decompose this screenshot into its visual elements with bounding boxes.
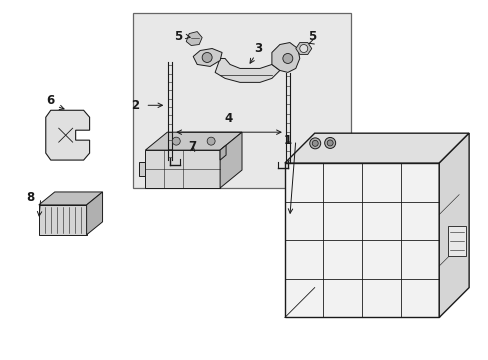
Polygon shape: [438, 133, 468, 318]
Polygon shape: [193, 49, 222, 67]
Text: 2: 2: [131, 99, 139, 112]
Polygon shape: [215, 58, 279, 82]
Polygon shape: [295, 42, 311, 54]
Bar: [447, 226, 465, 256]
Polygon shape: [285, 163, 438, 318]
Text: 7: 7: [188, 140, 196, 153]
Circle shape: [202, 53, 212, 62]
Polygon shape: [39, 192, 102, 205]
Polygon shape: [86, 192, 102, 235]
Polygon shape: [186, 32, 202, 45]
Polygon shape: [220, 145, 225, 160]
Circle shape: [172, 137, 180, 145]
Polygon shape: [139, 162, 145, 176]
Polygon shape: [220, 132, 242, 188]
Text: 8: 8: [27, 192, 35, 204]
Polygon shape: [145, 132, 242, 150]
Polygon shape: [39, 205, 86, 235]
Circle shape: [312, 140, 318, 146]
Polygon shape: [271, 42, 299, 72]
Circle shape: [324, 138, 335, 148]
Text: 6: 6: [46, 94, 55, 107]
Text: 3: 3: [253, 42, 262, 55]
Circle shape: [309, 138, 320, 149]
Circle shape: [299, 45, 307, 53]
Text: 5: 5: [174, 30, 182, 43]
Text: 1: 1: [283, 134, 291, 147]
Polygon shape: [145, 150, 220, 188]
Text: 4: 4: [224, 112, 233, 125]
Text: 5: 5: [307, 30, 315, 43]
Circle shape: [207, 137, 215, 145]
Circle shape: [282, 54, 292, 63]
Polygon shape: [46, 110, 89, 160]
Circle shape: [326, 140, 332, 146]
Polygon shape: [285, 133, 468, 163]
Bar: [133, 13, 350, 188]
